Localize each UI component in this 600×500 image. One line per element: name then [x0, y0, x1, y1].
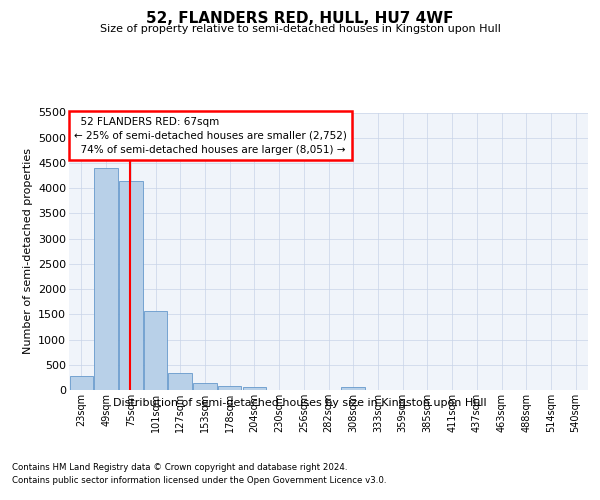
- Bar: [119, 180, 143, 390]
- Text: 52 FLANDERS RED: 67sqm  
← 25% of semi-detached houses are smaller (2,752)
  74%: 52 FLANDERS RED: 67sqm ← 25% of semi-det…: [74, 116, 347, 154]
- Bar: [144, 311, 167, 390]
- Bar: [341, 386, 365, 390]
- Bar: [94, 168, 118, 390]
- Bar: [169, 373, 192, 390]
- Text: Contains public sector information licensed under the Open Government Licence v3: Contains public sector information licen…: [12, 476, 386, 485]
- Bar: [242, 388, 266, 390]
- Bar: [218, 386, 241, 390]
- Bar: [70, 376, 93, 390]
- Y-axis label: Number of semi-detached properties: Number of semi-detached properties: [23, 148, 32, 354]
- Text: 52, FLANDERS RED, HULL, HU7 4WF: 52, FLANDERS RED, HULL, HU7 4WF: [146, 11, 454, 26]
- Bar: [193, 384, 217, 390]
- Text: Distribution of semi-detached houses by size in Kingston upon Hull: Distribution of semi-detached houses by …: [113, 398, 487, 407]
- Text: Contains HM Land Registry data © Crown copyright and database right 2024.: Contains HM Land Registry data © Crown c…: [12, 462, 347, 471]
- Text: Size of property relative to semi-detached houses in Kingston upon Hull: Size of property relative to semi-detach…: [100, 24, 500, 34]
